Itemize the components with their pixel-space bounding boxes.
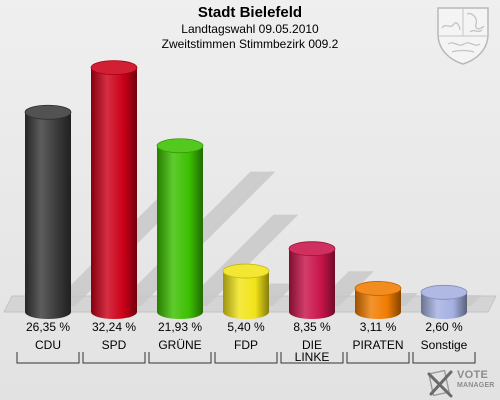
- value-label: 8,35 %: [293, 320, 331, 334]
- bar-spd: [90, 60, 138, 319]
- category-bracket: [346, 352, 410, 364]
- category-label: Sonstige: [421, 338, 468, 352]
- bar-sonstige: [420, 284, 468, 319]
- value-label: 26,35 %: [26, 320, 70, 334]
- category-bracket: [214, 352, 278, 364]
- category-bracket: [412, 352, 476, 364]
- category-label: GRÜNE: [158, 338, 201, 352]
- brand-name-vote: VOTE: [457, 369, 489, 381]
- category-bracket: [16, 352, 80, 364]
- category-label: DIE: [302, 338, 322, 352]
- value-label: 21,93 %: [158, 320, 202, 334]
- bar-fdp: [222, 263, 270, 319]
- bar-die-linke: [288, 241, 336, 319]
- bar-cdu: [24, 104, 72, 319]
- ballot-cross-icon: [427, 369, 453, 398]
- category-label: SPD: [102, 338, 127, 352]
- nrw-coat-of-arms-icon: [437, 7, 489, 65]
- value-label: 3,11 %: [360, 320, 397, 334]
- category-bracket: [280, 352, 344, 364]
- category-label: LINKE: [295, 350, 330, 364]
- category-label: PIRATEN: [352, 338, 403, 352]
- bar-piraten: [354, 281, 402, 319]
- chart-subtitle-district: Zweitstimmen Stimmbezirk 009.2: [161, 37, 339, 51]
- category-bracket: [82, 352, 146, 364]
- value-label: 2,60 %: [425, 320, 463, 334]
- category-bracket: [148, 352, 212, 364]
- bar-shadow-2: [182, 214, 299, 306]
- category-label: FDP: [234, 338, 258, 352]
- value-label: 32,24 %: [92, 320, 136, 334]
- category-label: CDU: [35, 338, 61, 352]
- bar-gr-ne: [156, 138, 204, 319]
- chart-subtitle-election: Landtagswahl 09.05.2010: [181, 22, 319, 36]
- bars: [24, 60, 468, 319]
- chart-title: Stadt Bielefeld: [197, 4, 303, 21]
- brand-name-manager: MANAGER: [457, 382, 495, 389]
- labels: 26,35 % CDU 32,24 % SPD 21,93 % GRÜNE 5,40 % FD…: [16, 320, 476, 364]
- value-label: 5,40 %: [227, 320, 265, 334]
